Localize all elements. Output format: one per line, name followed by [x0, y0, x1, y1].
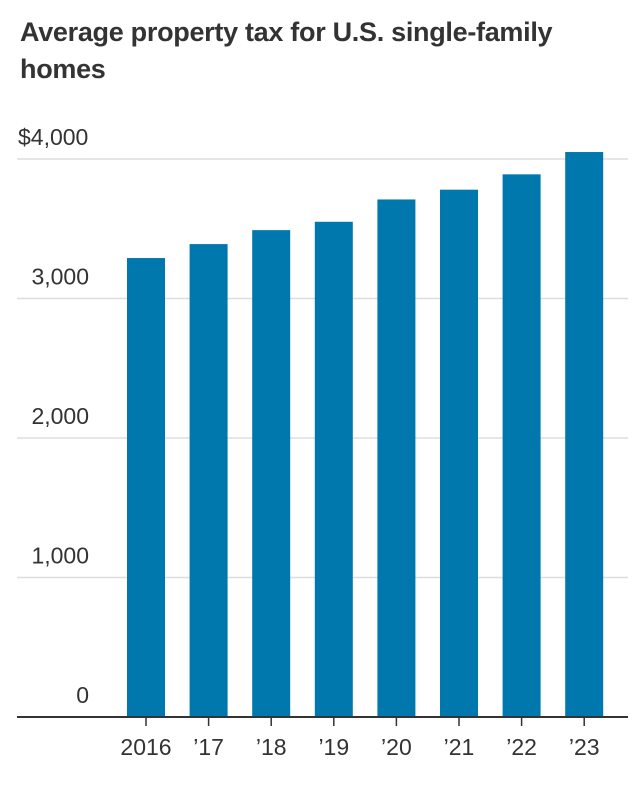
chart-title: Average property tax for U.S. single-fam… — [20, 17, 553, 84]
y-tick-label: 3,000 — [31, 264, 89, 290]
y-tick-label: 1,000 — [31, 543, 89, 569]
bar — [189, 244, 228, 717]
bar — [314, 221, 353, 717]
x-tick-label: ’19 — [318, 734, 349, 760]
x-tick-label: ’21 — [444, 734, 475, 760]
y-tick-label: 2,000 — [31, 403, 89, 429]
bar — [440, 189, 478, 717]
bar — [565, 152, 604, 717]
bar — [252, 230, 291, 717]
bar — [502, 174, 541, 718]
x-tick-label: ’20 — [381, 734, 412, 760]
y-tick-label: 0 — [76, 682, 89, 708]
x-tick-label: ’22 — [506, 734, 537, 760]
bar — [377, 199, 416, 717]
x-tick-label: ’18 — [256, 734, 287, 760]
x-tick-label: 2016 — [120, 734, 171, 760]
x-tick-label: ’17 — [193, 734, 224, 760]
y-tick-label: $4,000 — [18, 124, 88, 150]
bar — [127, 258, 165, 717]
x-tick-label: ’23 — [569, 734, 600, 760]
